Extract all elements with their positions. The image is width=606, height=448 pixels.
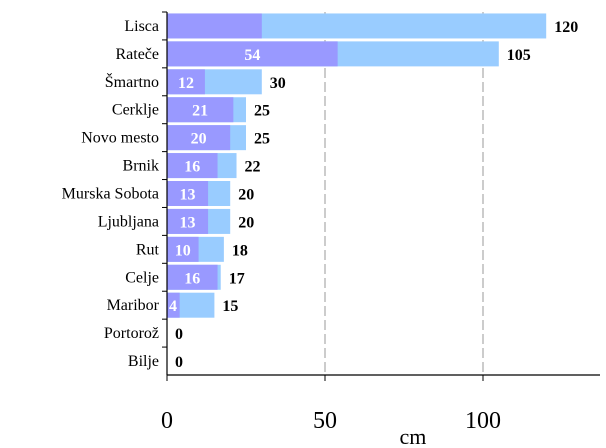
x-tick-label: 100 [465,408,501,434]
bar-part [167,153,218,179]
category-label: Cerklje [112,102,159,119]
total-value-label: 20 [238,214,254,231]
bar-part [167,208,209,234]
total-value-label: 120 [554,19,578,36]
total-value-label: 17 [229,270,245,287]
total-value-label: 20 [238,187,254,204]
bar-part [167,69,205,95]
category-label: Portorož [104,325,159,342]
part-value-label: 54 [244,47,260,64]
category-label: Lisca [124,18,159,35]
total-value-label: 15 [222,298,238,315]
bar-part [167,264,218,290]
total-value-label: 25 [254,131,270,148]
category-label: Celje [125,269,159,286]
part-value-label: 20 [191,131,207,148]
total-value-label: 22 [245,159,261,176]
axes [162,11,600,381]
x-axis-title: cm [400,424,427,448]
bar-part [167,97,234,123]
part-value-label: 13 [180,187,196,204]
part-value-label: 16 [184,270,200,287]
category-label: Novo mesto [81,130,159,147]
bar-part [167,181,209,206]
part-value-label: 12 [178,75,194,92]
category-label: Murska Sobota [62,186,159,203]
part-value-label: 21 [192,103,208,120]
labels: Lisca 120 Rateče 105 54 Šmartno 30 12 Cerklje 25 2… [62,18,579,434]
total-value-label: 0 [175,354,183,371]
total-value-label: 105 [507,47,531,64]
category-label: Rateče [115,46,159,63]
category-label: Ljubljana [98,213,159,230]
category-label: Rut [136,241,160,258]
bar-part [167,125,231,151]
bar-part [167,41,338,67]
bar-part [167,13,262,39]
bar-part [167,236,199,262]
total-value-label: 30 [270,75,286,92]
x-tick-label: 50 [313,408,337,434]
x-tick-label: 0 [161,408,173,434]
part-value-label: 4 [169,298,177,315]
total-value-label: 18 [232,242,248,259]
part-value-label: 13 [180,214,196,231]
category-label: Bilje [128,353,159,370]
category-label: Šmartno [105,72,159,91]
bars [167,13,547,318]
part-value-label: 10 [175,242,191,259]
category-label: Maribor [107,297,160,314]
total-value-label: 0 [175,326,183,343]
part-value-label: 16 [184,159,200,176]
bar-part [167,292,180,318]
total-value-label: 25 [254,103,270,120]
category-label: Brnik [123,158,159,175]
grid-lines [324,12,484,375]
